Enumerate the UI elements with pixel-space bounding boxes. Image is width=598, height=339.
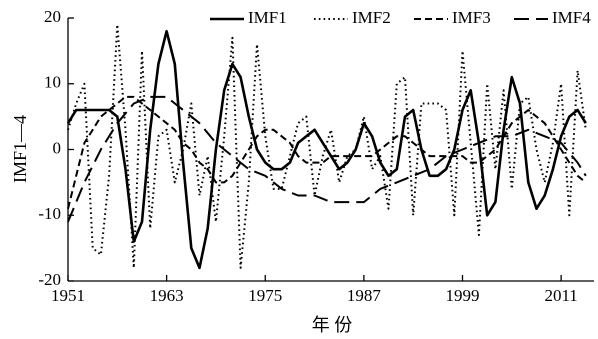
x-tick-label: 1951 xyxy=(51,286,85,305)
series-line-imf4 xyxy=(67,95,587,223)
legend-label-imf3: IMF3 xyxy=(452,8,491,27)
y-tick-label: 20 xyxy=(44,7,61,26)
series-line-imf3 xyxy=(67,95,587,209)
x-tick-label: 2011 xyxy=(544,286,577,305)
y-ticks: -20 -10 0 10 20 xyxy=(38,7,74,289)
legend-label-imf1: IMF1 xyxy=(248,8,287,27)
series-line-imf2 xyxy=(67,23,587,269)
x-axis: 1951 1963 1975 1987 1999 2011 xyxy=(51,275,594,305)
y-tick-label: 10 xyxy=(44,73,61,92)
y-tick-label: 0 xyxy=(53,138,62,157)
x-tick-label: 1963 xyxy=(150,286,184,305)
y-axis-label: IMF1—4 xyxy=(10,115,30,183)
x-ticks: 1951 1963 1975 1987 1999 2011 xyxy=(51,275,578,305)
series-line-imf1 xyxy=(66,29,587,270)
plot-area xyxy=(66,23,587,270)
x-axis-label: 年 份 xyxy=(312,315,353,335)
x-tick-label: 1987 xyxy=(347,286,382,305)
x-tick-label: 1999 xyxy=(446,286,480,305)
y-axis: -20 -10 0 10 20 xyxy=(38,7,74,289)
legend-label-imf4: IMF4 xyxy=(552,8,591,27)
x-tick-label: 1975 xyxy=(248,286,282,305)
y-tick-label: -10 xyxy=(38,204,61,223)
y-tick-label: -20 xyxy=(38,270,61,289)
legend: IMF1 IMF2 IMF3 IMF4 xyxy=(210,8,591,27)
legend-label-imf2: IMF2 xyxy=(352,8,391,27)
